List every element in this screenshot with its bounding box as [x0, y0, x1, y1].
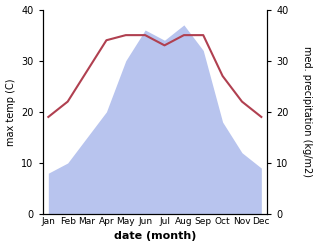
Y-axis label: max temp (C): max temp (C): [5, 78, 16, 145]
X-axis label: date (month): date (month): [114, 231, 196, 242]
Y-axis label: med. precipitation (kg/m2): med. precipitation (kg/m2): [302, 46, 313, 177]
